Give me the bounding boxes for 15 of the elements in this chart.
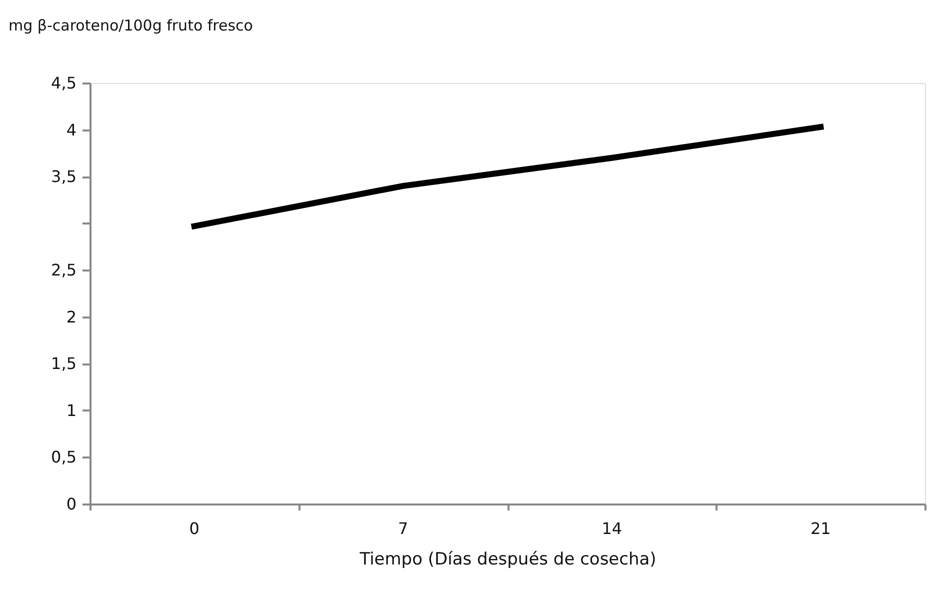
x-tick-label: 14 (602, 519, 622, 538)
y-tick-label: 3,5 (51, 167, 76, 186)
y-tick-label: 0,5 (51, 448, 76, 467)
x-axis-title: Tiempo (Días después de cosecha) (358, 550, 656, 570)
y-tick-label: 1 (66, 400, 76, 420)
y-tick-label: 2,5 (51, 260, 76, 280)
y-axis-title: mg β-caroteno/100g fruto fresco (8, 16, 253, 34)
y-tick-label: 2 (66, 307, 76, 326)
y-tick-label: 1,5 (51, 354, 76, 374)
x-tick-label: 7 (398, 519, 408, 538)
x-tick-label: 21 (810, 519, 831, 538)
y-tick-label: 0 (66, 494, 76, 514)
x-tick-label: 0 (189, 519, 200, 538)
y-tick-label: 4,5 (51, 74, 76, 92)
y-tick-label: 4 (66, 120, 76, 140)
